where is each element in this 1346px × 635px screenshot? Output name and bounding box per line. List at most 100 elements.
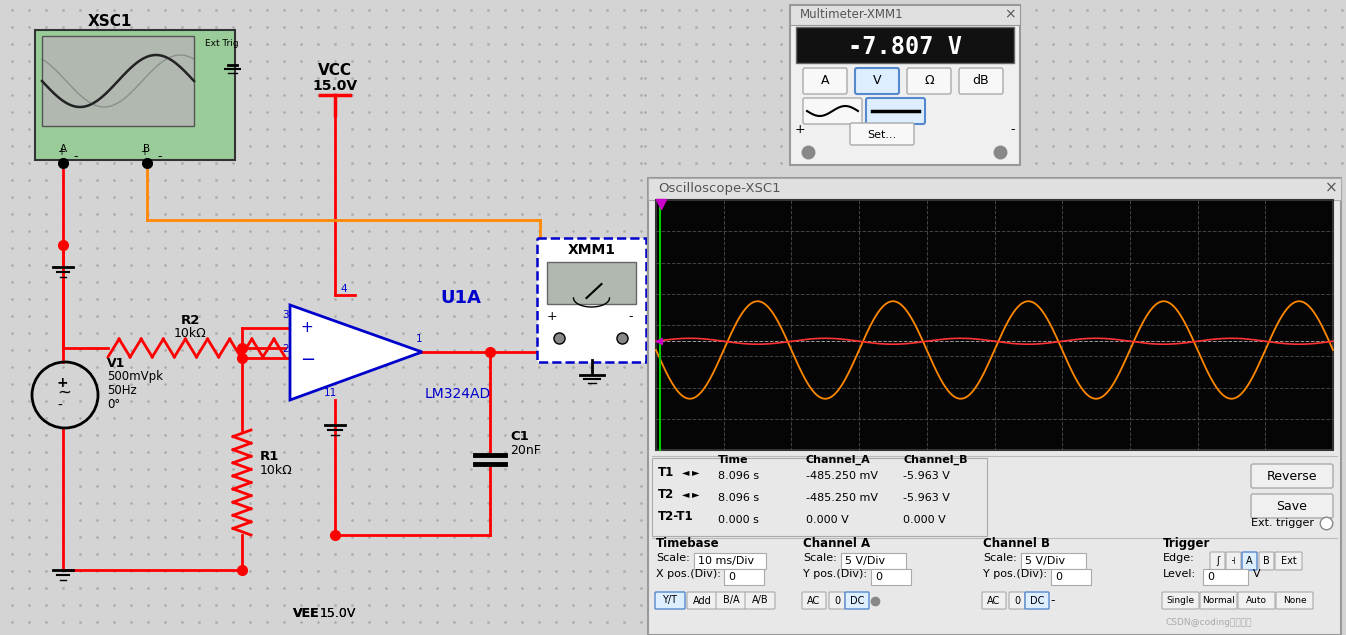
Text: 10kΩ: 10kΩ <box>174 327 206 340</box>
Text: 5 V/Div: 5 V/Div <box>1026 556 1065 566</box>
Text: VEE: VEE <box>293 607 319 620</box>
FancyBboxPatch shape <box>1210 552 1225 570</box>
Text: T2: T2 <box>658 488 674 500</box>
FancyBboxPatch shape <box>1026 592 1049 609</box>
FancyBboxPatch shape <box>1238 592 1275 609</box>
Text: B: B <box>144 144 151 154</box>
Text: -: - <box>1051 594 1055 607</box>
Text: +: + <box>546 310 557 323</box>
Text: B/A: B/A <box>723 596 739 606</box>
Text: T2-T1: T2-T1 <box>658 509 693 523</box>
Text: ◄: ◄ <box>682 489 689 499</box>
Bar <box>695 553 766 569</box>
Text: 1: 1 <box>416 334 423 344</box>
Text: 0: 0 <box>1207 572 1214 582</box>
Text: ×: × <box>1324 180 1338 195</box>
Text: XMM1: XMM1 <box>568 243 615 257</box>
Text: 0.000 V: 0.000 V <box>806 515 849 525</box>
Text: V: V <box>1253 569 1261 579</box>
Text: 0.000 s: 0.000 s <box>717 515 759 525</box>
Text: 0.000 V: 0.000 V <box>903 515 946 525</box>
Text: T1: T1 <box>658 465 674 479</box>
Text: 10 ms/Div: 10 ms/Div <box>699 556 754 566</box>
FancyBboxPatch shape <box>537 238 646 362</box>
Text: VEE: VEE <box>293 607 319 620</box>
Text: 15.0V: 15.0V <box>320 607 357 620</box>
Text: -5.963 V: -5.963 V <box>903 493 950 503</box>
FancyBboxPatch shape <box>647 178 1341 635</box>
FancyBboxPatch shape <box>656 592 685 609</box>
Bar <box>1051 569 1092 585</box>
Text: 10kΩ: 10kΩ <box>260 464 292 477</box>
Text: Reverse: Reverse <box>1267 469 1318 483</box>
Text: 11: 11 <box>324 388 338 398</box>
Text: +: + <box>140 147 148 157</box>
FancyBboxPatch shape <box>855 68 899 94</box>
Text: −: − <box>300 351 315 369</box>
FancyBboxPatch shape <box>845 592 870 609</box>
Text: Level:: Level: <box>1163 569 1197 579</box>
FancyBboxPatch shape <box>686 592 717 609</box>
Bar <box>546 262 637 304</box>
FancyBboxPatch shape <box>1162 592 1199 609</box>
Text: -5.963 V: -5.963 V <box>903 471 950 481</box>
FancyBboxPatch shape <box>983 592 1005 609</box>
Text: 50Hz: 50Hz <box>106 384 137 397</box>
FancyBboxPatch shape <box>907 68 952 94</box>
Text: DC: DC <box>849 596 864 606</box>
Text: 4: 4 <box>341 284 347 294</box>
Text: +: + <box>795 123 806 136</box>
Text: ×: × <box>1004 7 1016 21</box>
Text: Scale:: Scale: <box>656 553 689 563</box>
FancyBboxPatch shape <box>1275 552 1302 570</box>
Text: 0: 0 <box>1014 596 1020 606</box>
Bar <box>656 200 1333 450</box>
Text: A/B: A/B <box>751 596 769 606</box>
Text: Multimeter-XMM1: Multimeter-XMM1 <box>800 8 903 21</box>
Text: Channel B: Channel B <box>983 537 1050 550</box>
FancyBboxPatch shape <box>1242 552 1257 570</box>
Text: Ext. trigger: Ext. trigger <box>1250 518 1314 528</box>
Text: dB: dB <box>973 74 989 88</box>
Text: Oscilloscope-XSC1: Oscilloscope-XSC1 <box>658 182 781 195</box>
FancyBboxPatch shape <box>790 5 1020 165</box>
Text: C1: C1 <box>510 430 529 443</box>
Text: ►: ► <box>692 467 700 477</box>
FancyBboxPatch shape <box>744 592 775 609</box>
Text: 500mVpk: 500mVpk <box>106 370 163 383</box>
Text: A: A <box>821 74 829 88</box>
Text: R2: R2 <box>180 314 199 327</box>
Text: Save: Save <box>1276 500 1307 512</box>
Bar <box>841 553 906 569</box>
FancyBboxPatch shape <box>1250 494 1333 518</box>
Text: 3: 3 <box>283 310 288 320</box>
Text: -: - <box>157 150 162 163</box>
Bar <box>42 36 194 126</box>
Text: V: V <box>872 74 882 88</box>
Text: VCC: VCC <box>318 63 353 78</box>
FancyBboxPatch shape <box>1276 592 1312 609</box>
FancyBboxPatch shape <box>1201 592 1237 609</box>
Polygon shape <box>289 305 423 400</box>
Text: Y/T: Y/T <box>662 596 677 606</box>
Text: A: A <box>1246 556 1253 566</box>
Text: Y pos.(Div):: Y pos.(Div): <box>804 569 867 579</box>
Text: -: - <box>1010 123 1015 136</box>
FancyBboxPatch shape <box>829 592 845 609</box>
Text: Scale:: Scale: <box>983 553 1016 563</box>
Text: 0: 0 <box>835 596 840 606</box>
FancyBboxPatch shape <box>651 458 987 536</box>
Text: Ext Trig: Ext Trig <box>205 39 238 48</box>
Text: Trigger: Trigger <box>1163 537 1210 550</box>
Bar <box>795 27 1014 63</box>
Text: ◄: ◄ <box>682 467 689 477</box>
FancyBboxPatch shape <box>1259 552 1275 570</box>
Text: Scale:: Scale: <box>804 553 837 563</box>
Bar <box>647 178 1341 200</box>
Text: 20nF: 20nF <box>510 444 541 457</box>
Bar <box>790 5 1020 25</box>
Bar <box>724 569 765 585</box>
FancyBboxPatch shape <box>804 68 847 94</box>
Text: ~: ~ <box>57 384 71 402</box>
Bar <box>1022 553 1086 569</box>
